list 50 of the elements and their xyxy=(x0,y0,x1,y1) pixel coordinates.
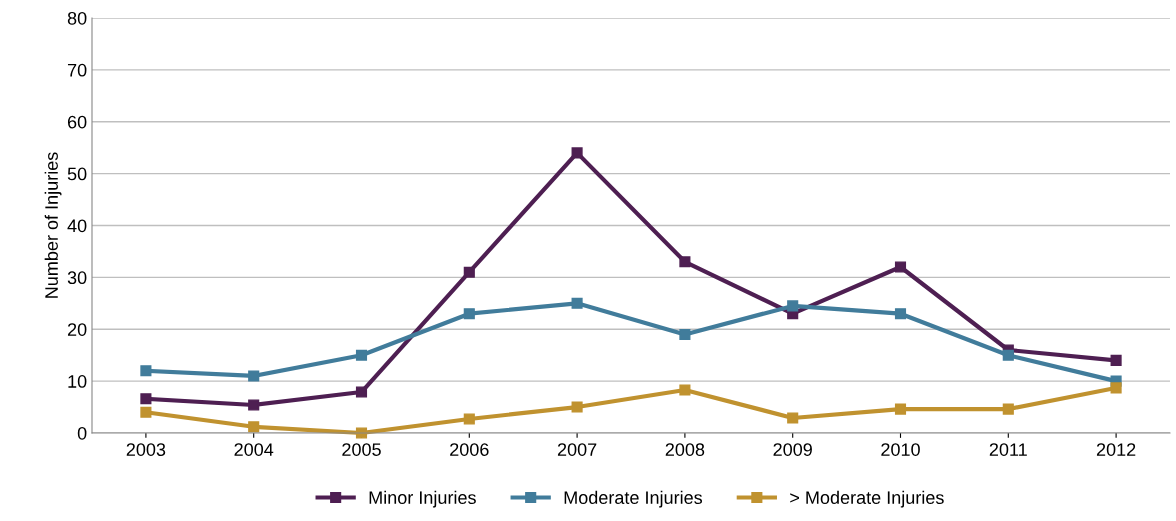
x-tick-label: 2007 xyxy=(557,443,597,456)
x-tick-label: 2011 xyxy=(989,443,1027,456)
point xyxy=(1002,403,1014,415)
x-tick-label: 2012 xyxy=(1096,443,1136,456)
point xyxy=(355,386,368,398)
point xyxy=(1110,382,1122,394)
point xyxy=(248,399,260,411)
x-tick-label: 2003 xyxy=(126,443,166,456)
y-tick-label: 30 xyxy=(67,271,87,285)
point xyxy=(463,266,475,278)
point xyxy=(1002,349,1014,361)
point xyxy=(355,427,368,439)
x-tick-label: 2006 xyxy=(450,443,489,456)
point xyxy=(140,393,152,405)
legend-label: Minor Injuries xyxy=(369,490,476,508)
y-tick-label: 10 xyxy=(68,375,87,388)
y-axis-title: Number of Injuries xyxy=(44,152,62,298)
x-tick-label: 2009 xyxy=(773,443,812,456)
point xyxy=(463,413,475,425)
y-tick-label: 70 xyxy=(67,63,87,77)
point xyxy=(463,308,475,320)
point xyxy=(679,256,691,268)
x-tick-label: 2005 xyxy=(342,443,381,456)
y-tick-label: 0 xyxy=(77,426,87,440)
x-tick-label: 2004 xyxy=(234,443,274,456)
y-tick-label: 40 xyxy=(67,219,87,233)
point xyxy=(140,406,152,418)
y-tick-label: 60 xyxy=(67,115,87,129)
point xyxy=(787,300,799,312)
point xyxy=(894,403,907,415)
point xyxy=(571,147,583,159)
point xyxy=(894,261,907,273)
point xyxy=(1110,354,1122,366)
point xyxy=(679,384,691,396)
point xyxy=(679,328,691,340)
point xyxy=(894,308,907,320)
point xyxy=(571,297,583,309)
legend-label: Moderate Injuries xyxy=(564,490,703,508)
point xyxy=(248,370,260,382)
point xyxy=(140,365,152,377)
y-tick-label: 20 xyxy=(67,323,87,336)
point xyxy=(787,412,799,424)
legend-label: > Moderate Injuries xyxy=(790,490,944,508)
x-tick-label: 2010 xyxy=(881,443,920,456)
x-tick-label: 2008 xyxy=(665,443,705,456)
point xyxy=(355,349,368,361)
point xyxy=(248,421,260,433)
y-tick-label: 80 xyxy=(67,11,87,25)
y-tick-label: 50 xyxy=(67,167,87,181)
point xyxy=(571,401,583,413)
